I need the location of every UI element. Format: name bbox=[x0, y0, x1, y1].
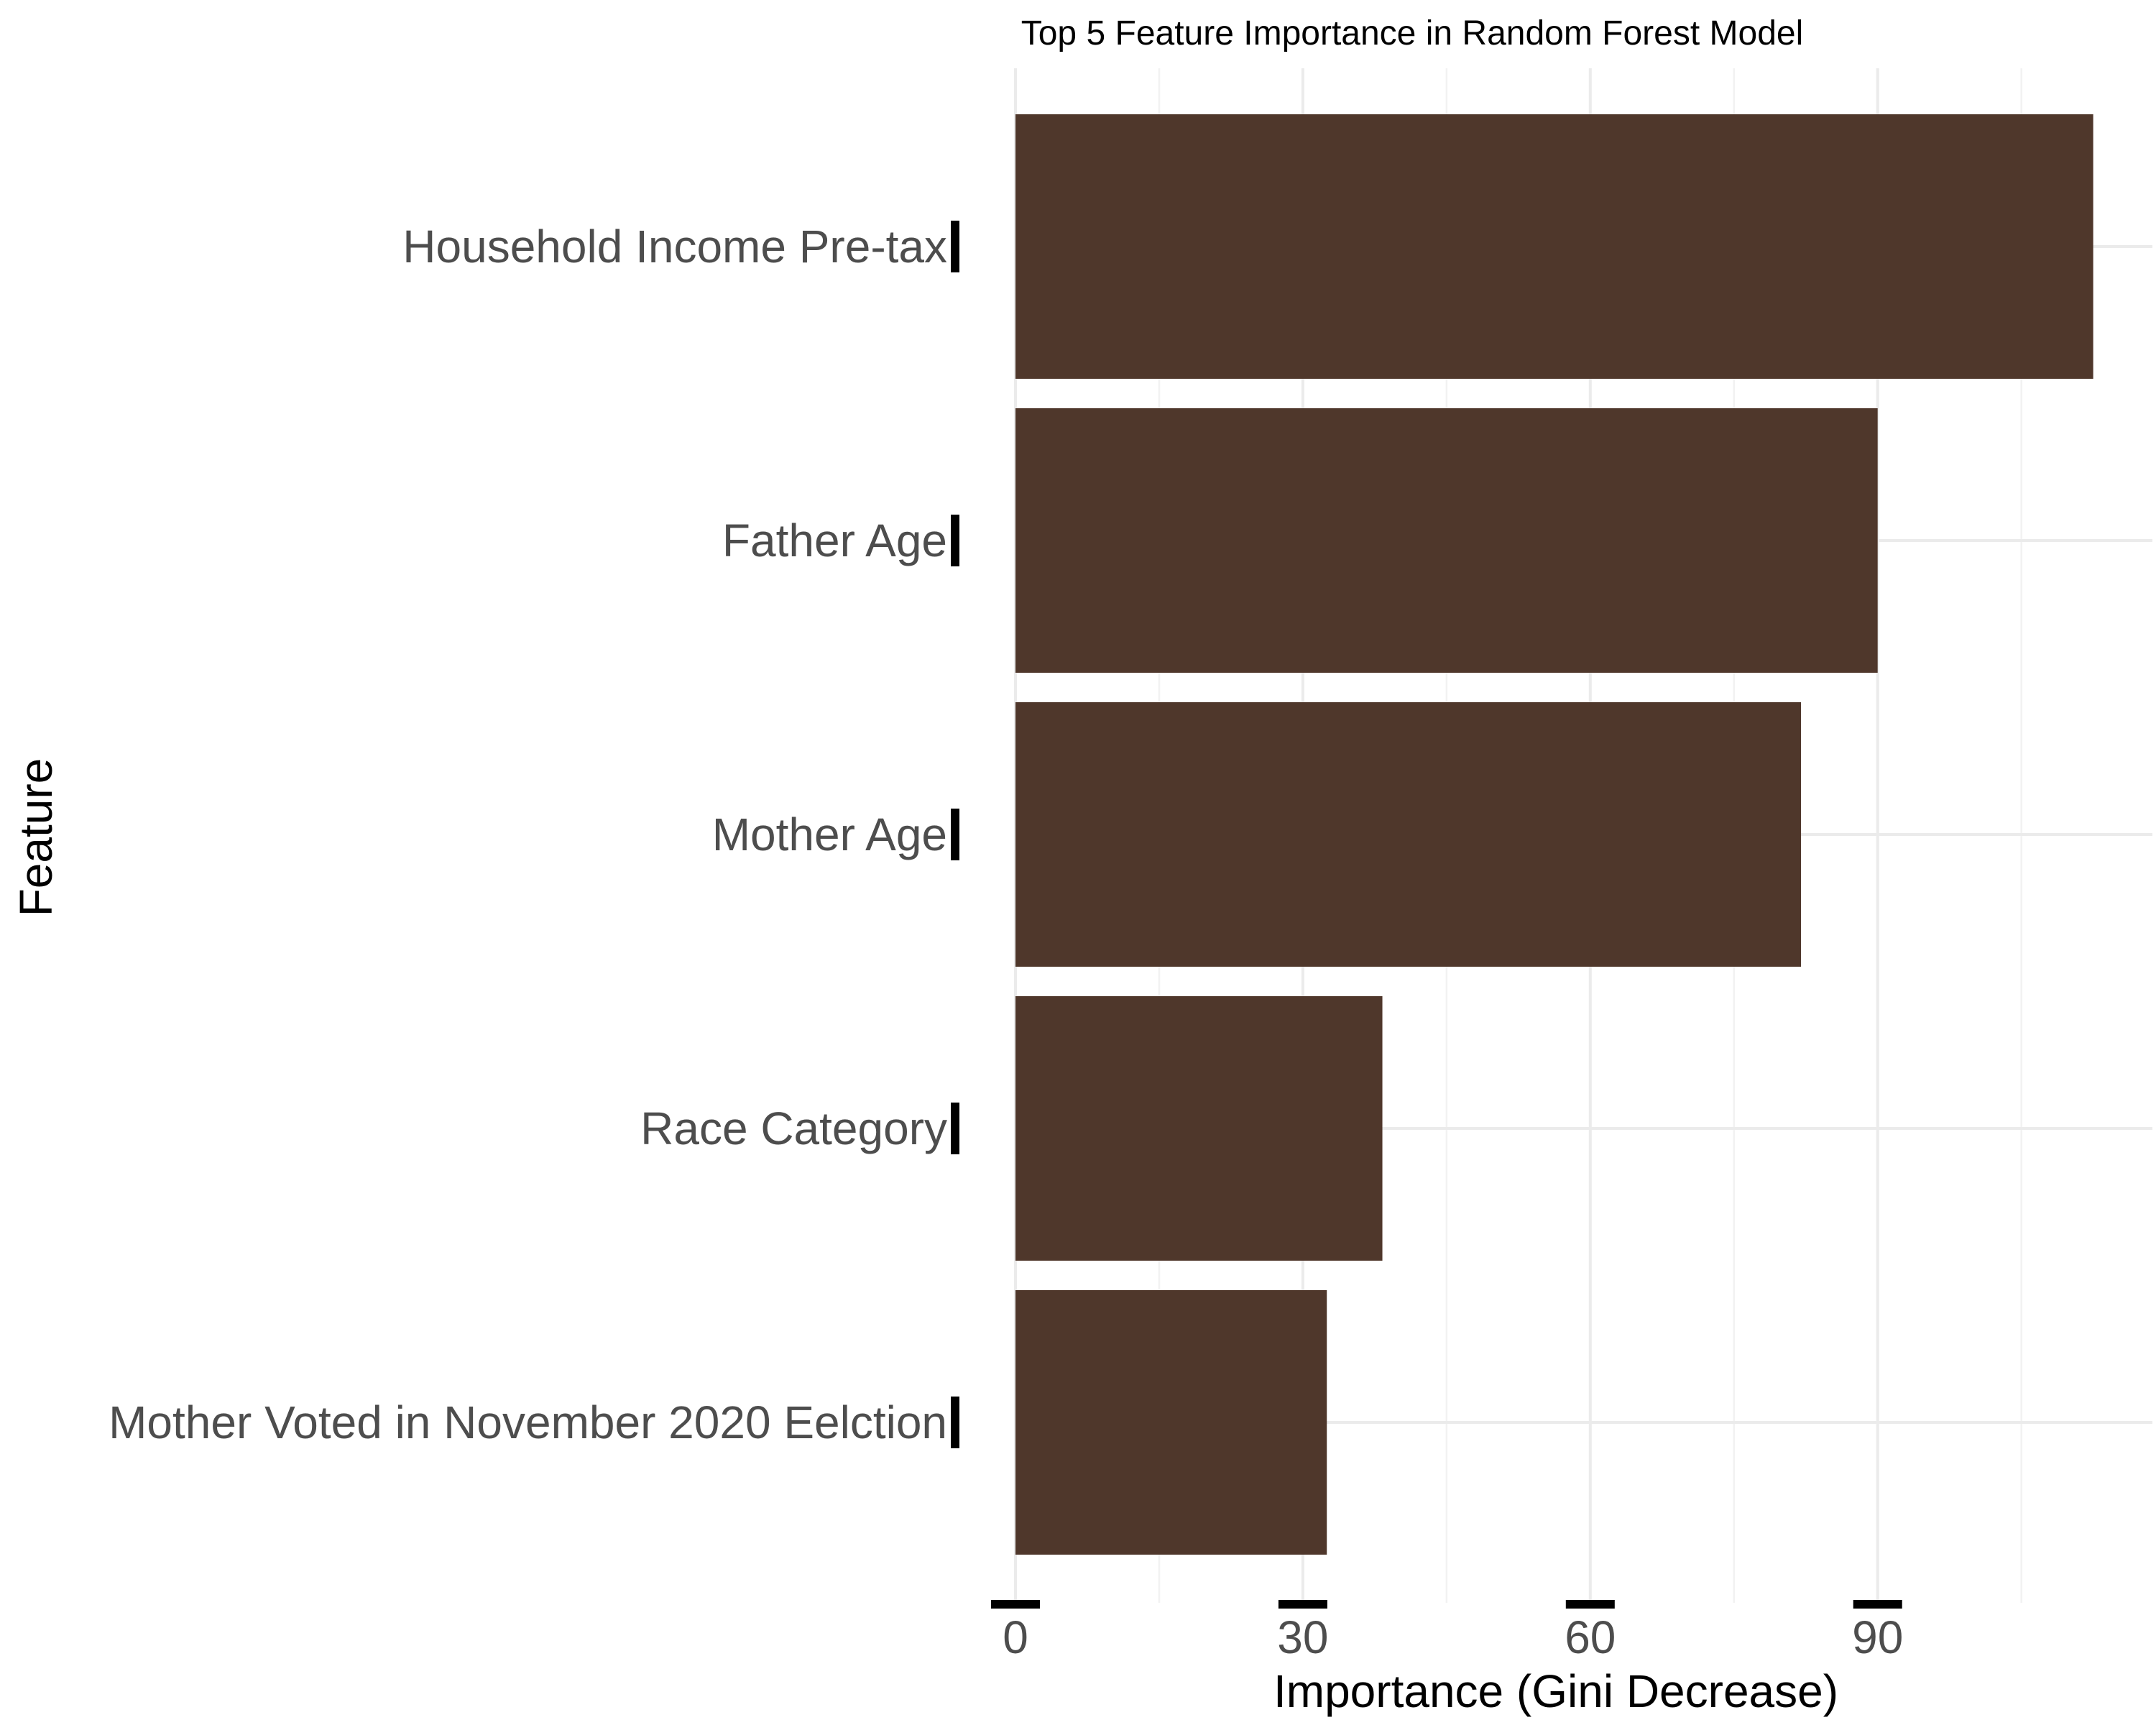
bars bbox=[1015, 114, 2093, 1555]
y-tick-mark bbox=[951, 1397, 959, 1448]
x-tick-label: 60 bbox=[1565, 1611, 1616, 1663]
y-tick-mark bbox=[951, 221, 959, 272]
bar bbox=[1015, 996, 1383, 1261]
x-tick-mark bbox=[1853, 1600, 1902, 1609]
bar bbox=[1015, 408, 1878, 673]
bar bbox=[1015, 1290, 1327, 1555]
x-tick-mark bbox=[1565, 1600, 1615, 1609]
x-axis-title: Importance (Gini Decrease) bbox=[1273, 1665, 1838, 1717]
y-tick-mark bbox=[951, 1103, 959, 1154]
y-tick-label: Household Income Pre-tax bbox=[402, 221, 947, 272]
y-tick-label: Mother Age bbox=[712, 809, 947, 860]
axis-ticks bbox=[951, 221, 1902, 1609]
y-tick-label: Father Age bbox=[722, 515, 947, 566]
x-tick-mark bbox=[991, 1600, 1040, 1609]
y-tick-label: Race Category bbox=[640, 1103, 947, 1154]
y-tick-mark bbox=[951, 515, 959, 566]
x-tick-label: 30 bbox=[1277, 1611, 1328, 1663]
y-axis-title: Feature bbox=[10, 758, 62, 917]
y-tick-mark bbox=[951, 809, 959, 860]
x-tick-label: 0 bbox=[1003, 1611, 1028, 1663]
chart-title: Top 5 Feature Importance in Random Fores… bbox=[1021, 14, 1804, 52]
axis-labels: Household Income Pre-tax Father Age Mother… bbox=[109, 221, 1903, 1663]
bar bbox=[1015, 114, 2093, 379]
x-tick-mark bbox=[1278, 1600, 1327, 1609]
y-tick-label: Mother Voted in November 2020 Eelction bbox=[109, 1397, 947, 1448]
bar bbox=[1015, 702, 1802, 967]
x-tick-label: 90 bbox=[1852, 1611, 1903, 1663]
